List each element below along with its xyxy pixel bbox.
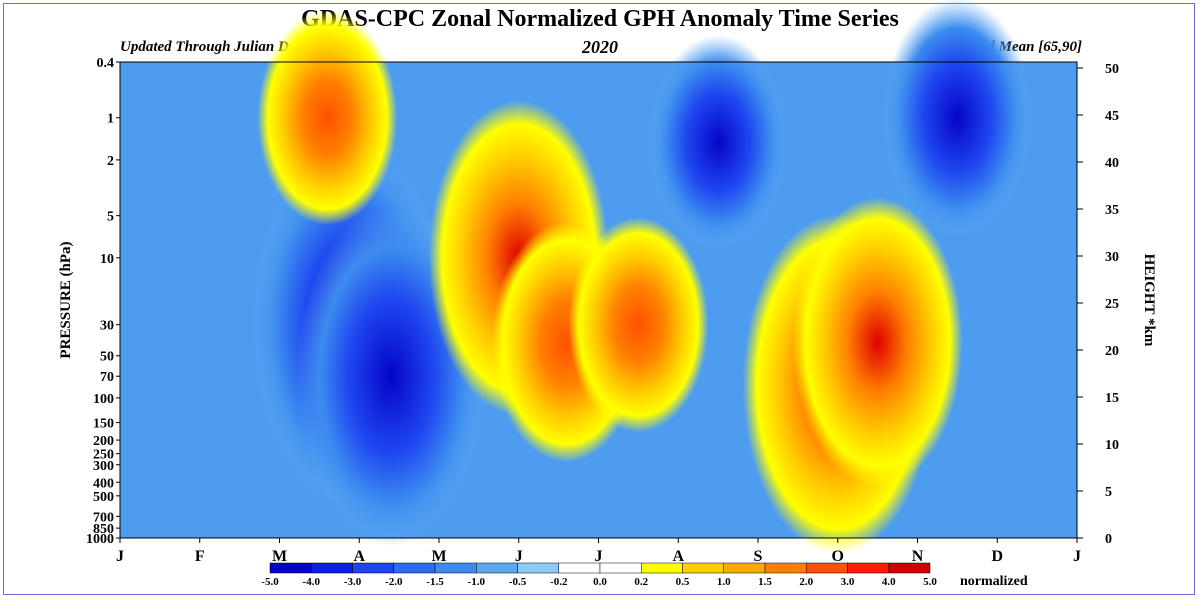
chart-title: GDAS-CPC Zonal Normalized GPH Anomaly Ti… xyxy=(301,6,899,32)
y-tick-label: 500 xyxy=(93,490,114,505)
y-tick-label: 30 xyxy=(100,319,114,334)
legend-label: 2.0 xyxy=(799,576,813,588)
y-tick-label: 70 xyxy=(100,370,114,385)
y-tick-label: 10 xyxy=(100,252,114,267)
y-tick-label: 5 xyxy=(107,210,114,225)
legend-label: 0.5 xyxy=(676,576,690,588)
y-tick-label: 250 xyxy=(93,448,114,463)
legend-swatch xyxy=(888,562,931,574)
legend-swatch xyxy=(558,562,601,574)
y-tick-label: 100 xyxy=(93,392,114,407)
y-tick-label: 2 xyxy=(107,154,114,169)
legend-label: -5.0 xyxy=(261,576,279,588)
y-tick-label: 1000 xyxy=(86,532,114,547)
y-tick-label: 400 xyxy=(93,476,114,491)
x-tick-label: S xyxy=(754,548,763,565)
legend-unit: normalized xyxy=(960,574,1028,589)
x-tick-label: M xyxy=(431,548,446,565)
x-tick-label: J xyxy=(515,548,523,565)
legend-swatch xyxy=(393,562,436,574)
x-tick-label: F xyxy=(195,548,205,565)
y-tick-label: 850 xyxy=(93,522,114,537)
y-axis-title: PRESSURE (hPa) xyxy=(58,241,74,358)
legend-label: 5.0 xyxy=(923,576,937,588)
year-label: 2020 xyxy=(582,37,618,57)
legend-label: -3.0 xyxy=(344,576,362,588)
legend-swatch xyxy=(269,562,312,574)
legend-label: 4.0 xyxy=(882,576,896,588)
figure-frame xyxy=(3,3,1195,595)
y-tick-label: 700 xyxy=(93,510,114,525)
y2-tick-label: 20 xyxy=(1105,344,1119,359)
y2-tick-label: 50 xyxy=(1105,62,1119,77)
x-tick-label: D xyxy=(991,548,1003,565)
x-tick-label: J xyxy=(116,548,124,565)
anomaly-region xyxy=(792,197,963,488)
legend-label: -1.0 xyxy=(468,576,486,588)
y2-tick-label: 45 xyxy=(1105,109,1119,124)
legend-swatch xyxy=(847,562,889,574)
legend-label: 1.0 xyxy=(717,576,731,588)
y-tick-label: 1 xyxy=(107,112,114,127)
x-tick-label: O xyxy=(832,548,844,565)
y-tick-label: 300 xyxy=(93,459,114,474)
legend-label: 0.0 xyxy=(593,576,607,588)
y2-axis-title: HEIGHT *km xyxy=(1141,254,1157,347)
anomaly-region xyxy=(648,34,789,250)
legend-swatch xyxy=(723,562,766,574)
y2-tick-label: 10 xyxy=(1105,438,1119,453)
legend-label: 3.0 xyxy=(841,576,855,588)
anomaly-region xyxy=(568,217,709,433)
y2-tick-label: 5 xyxy=(1105,485,1112,500)
y2-tick-label: 40 xyxy=(1105,156,1119,171)
legend-label: 1.5 xyxy=(758,576,772,588)
y-tick-label: 200 xyxy=(93,434,114,449)
anomaly-region xyxy=(882,0,1033,238)
legend-label: -2.0 xyxy=(385,576,403,588)
x-tick-label: N xyxy=(912,548,924,565)
legend-label: -4.0 xyxy=(303,576,321,588)
legend-label: -0.5 xyxy=(509,576,527,588)
legend-swatch xyxy=(682,562,724,574)
legend-swatch xyxy=(599,562,642,574)
y2-tick-label: 35 xyxy=(1105,203,1119,218)
legend-swatch xyxy=(476,562,518,574)
legend-swatch xyxy=(311,562,353,574)
legend-label: -0.2 xyxy=(550,576,568,588)
x-tick-label: M xyxy=(272,548,287,565)
y-tick-label: 150 xyxy=(93,417,114,432)
legend-swatch xyxy=(641,562,683,574)
legend-swatch xyxy=(434,562,477,574)
y-tick-label: 50 xyxy=(100,350,114,365)
x-tick-label: A xyxy=(353,548,365,565)
x-tick-label: J xyxy=(1073,548,1081,565)
y2-tick-label: 0 xyxy=(1105,532,1112,547)
x-tick-label: A xyxy=(672,548,684,565)
legend-swatch xyxy=(517,562,559,574)
x-tick-label: J xyxy=(595,548,603,565)
y2-tick-label: 15 xyxy=(1105,391,1119,406)
anomaly-region xyxy=(257,10,398,226)
legend-swatch xyxy=(352,562,394,574)
legend-label: 0.2 xyxy=(634,576,648,588)
legend-swatch xyxy=(806,562,848,574)
legend-swatch xyxy=(764,562,807,574)
y2-tick-label: 30 xyxy=(1105,250,1119,265)
legend-label: -1.5 xyxy=(426,576,444,588)
y-tick-label: 0.4 xyxy=(97,56,115,71)
y2-tick-label: 25 xyxy=(1105,297,1119,312)
